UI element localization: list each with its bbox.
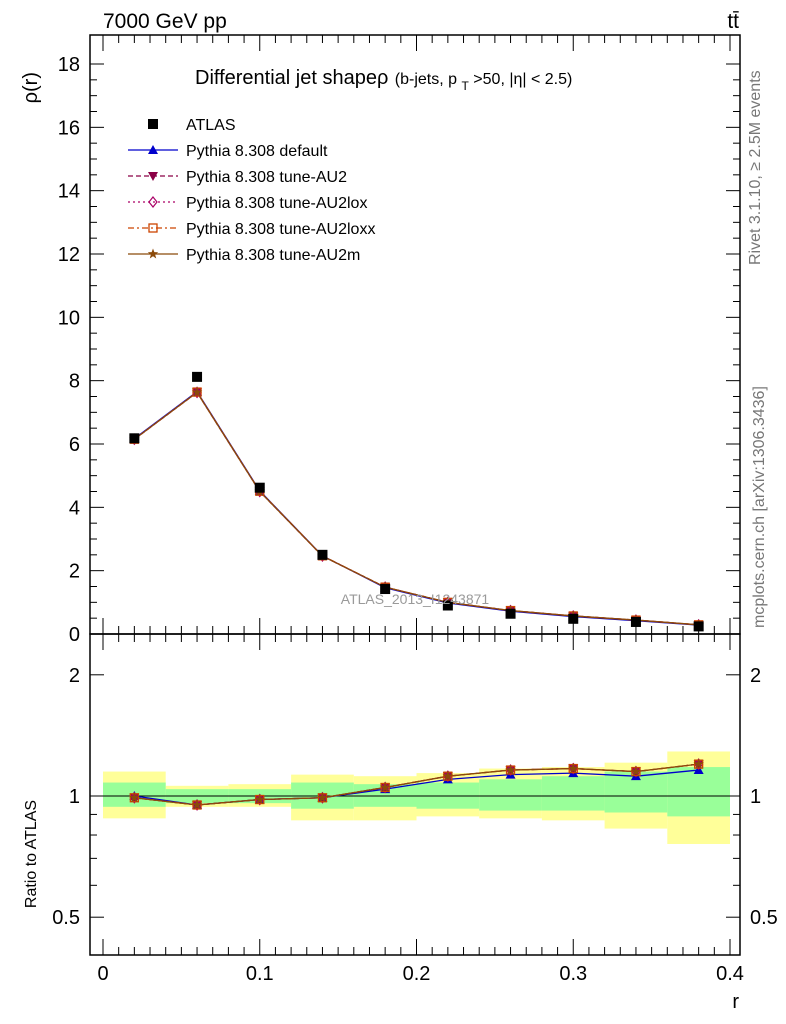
- process-label: tt̄: [727, 10, 739, 33]
- ratio-series-marker: [129, 792, 140, 803]
- legend-label: Pythia 8.308 tune-AU2lox: [186, 195, 367, 212]
- stat-uncertainty-band: [541, 776, 605, 811]
- legend-label: Pythia 8.308 default: [186, 143, 328, 160]
- chart-title-sub-T: T: [462, 79, 470, 93]
- y-tick-label: 10: [58, 307, 80, 329]
- legend-marker: [148, 172, 158, 181]
- ratio-y-axis-label: Ratio to ATLAS: [23, 800, 40, 908]
- data-point: [254, 482, 265, 493]
- x-tick-label: 0.2: [403, 963, 431, 985]
- chart-title-main: Differential jet shapeρ: [195, 67, 388, 89]
- data-point: [192, 371, 203, 382]
- y-tick-label: 12: [58, 244, 80, 266]
- energy-label: 7000 GeV pp: [103, 10, 227, 33]
- ratio-panel-frame: [89, 633, 741, 956]
- legend-marker: [147, 248, 159, 259]
- watermark: ATLAS_2013_I1243871: [341, 591, 490, 607]
- legend-label: Pythia 8.308 tune-AU2loxx: [186, 221, 375, 238]
- legend-marker: [148, 196, 158, 208]
- data-point: [442, 600, 453, 611]
- y-tick-label: 18: [58, 54, 80, 76]
- ratio-series-marker: [254, 794, 265, 804]
- ratio-y-tick-label: 0.5: [52, 907, 80, 929]
- y-tick-label: 6: [69, 434, 80, 456]
- ratio-panel: 0.5 0.51 12 2 0 0.1 0.2 0.3 0.4 Ratio to ATLAS …: [23, 35, 778, 1013]
- legend-marker-data: [148, 119, 158, 129]
- data-point: [630, 616, 641, 627]
- ratio-y-ticks: 0.5 0.5 1 1 2 2: [52, 665, 778, 929]
- ratio-series-marker: [693, 758, 704, 769]
- series-line: [133, 391, 699, 626]
- legend-marker: [148, 223, 158, 233]
- ratio-series-marker: [442, 770, 454, 781]
- series-marker: [191, 386, 203, 397]
- data-point: [380, 584, 391, 595]
- x-tick-label: 0.4: [716, 963, 744, 985]
- ratio-series-marker: [379, 781, 391, 792]
- legend-marker: [148, 145, 158, 154]
- y-tick-label: 2: [69, 561, 80, 583]
- data-point: [317, 549, 328, 560]
- chart-title-sub-b: >50, |η| < 2.5): [473, 71, 572, 88]
- ratio-y-tick-label-right: 2: [750, 665, 761, 687]
- ratio-series-marker: [505, 764, 516, 775]
- y-tick-label: 0: [69, 624, 80, 646]
- y-tick-label: 16: [58, 117, 80, 139]
- ratio-series-marker: [191, 799, 203, 810]
- legend-label: Pythia 8.308 tune-AU2m: [186, 247, 360, 264]
- ratio-series-line: [134, 763, 699, 806]
- x-ticks: 0 0.1 0.2 0.3 0.4: [97, 35, 744, 985]
- ratio-y-tick-label: 2: [69, 665, 80, 687]
- chart-title-sub-a: (b-jets, p: [395, 71, 457, 88]
- ratio-marks: [90, 751, 740, 844]
- y-tick-label: 4: [69, 497, 80, 519]
- main-marks: [129, 371, 704, 632]
- data-point: [505, 608, 516, 619]
- main-y-ticks: 0 2 4 6 8 10 12 14 16 18: [58, 54, 740, 646]
- main-panel: 0 2 4 6 8 10 12 14 16 18 ρ(r) Differential jet sh…: [20, 34, 741, 646]
- stat-uncertainty-band: [667, 767, 730, 817]
- ratio-series-marker: [630, 766, 642, 777]
- legend: ATLAS Pythia 8.308 default Pythia 8.308 tu…: [128, 117, 375, 264]
- stat-uncertainty-band: [479, 779, 542, 811]
- chart-title: Differential jet shapeρ (b-jets, p T >50…: [195, 67, 572, 94]
- x-axis-label: r: [732, 991, 739, 1013]
- ratio-y-tick-label: 1: [69, 786, 80, 808]
- legend-label-data: ATLAS: [186, 117, 236, 134]
- ratio-series-marker: [317, 792, 328, 803]
- y-tick-label: 8: [69, 371, 80, 393]
- x-tick-label: 0.3: [559, 963, 587, 985]
- legend-label: Pythia 8.308 tune-AU2: [186, 169, 347, 186]
- y-tick-label: 14: [58, 181, 80, 203]
- ratio-y-tick-label-right: 1: [750, 786, 761, 808]
- rivet-label: Rivet 3.1.10, ≥ 2.5M events: [747, 70, 764, 265]
- ratio-series-marker: [568, 763, 579, 773]
- ratio-y-tick-label-right: 0.5: [750, 907, 778, 929]
- main-y-axis-label: ρ(r): [20, 72, 42, 103]
- x-tick-label: 0: [97, 963, 108, 985]
- data-point: [129, 433, 140, 444]
- x-tick-label: 0.1: [246, 963, 274, 985]
- mcplots-label: mcplots.cern.ch [arXiv:1306.3436]: [751, 386, 768, 628]
